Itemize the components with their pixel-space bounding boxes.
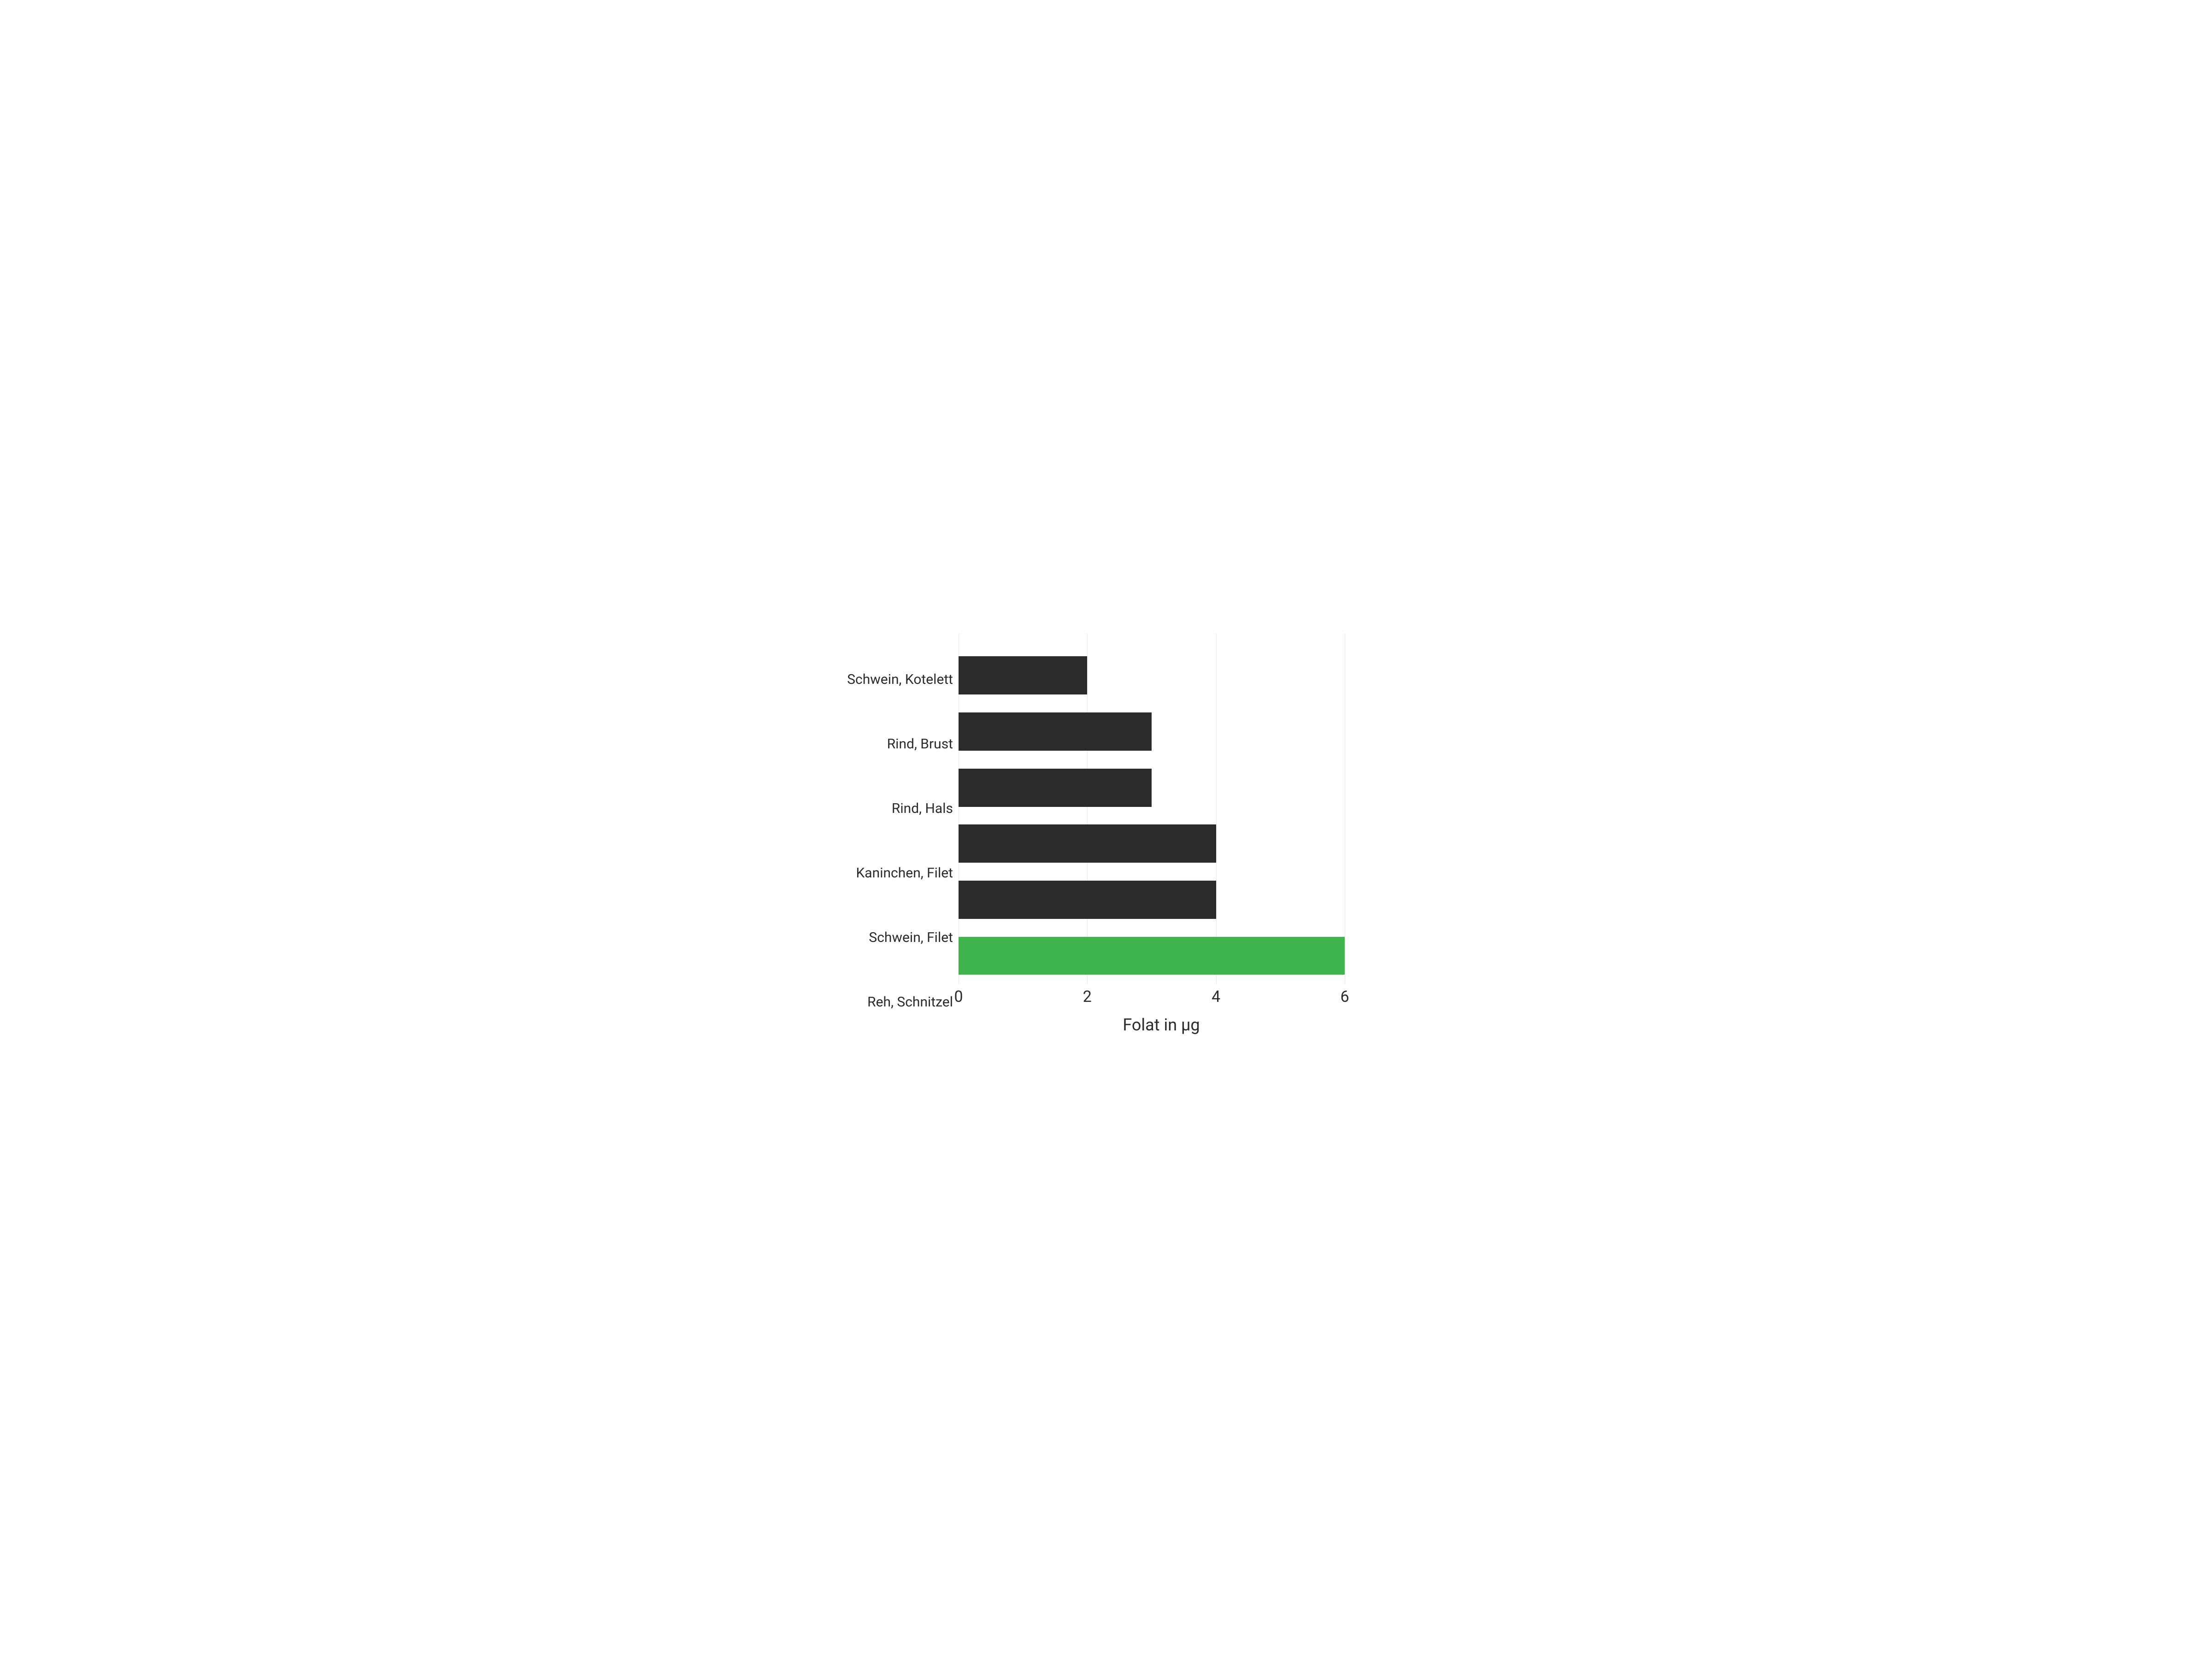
bar [959, 824, 1216, 863]
chart-inner: Schwein, Kotelett Rind, Brust Rind, Hals Ka… [830, 634, 1364, 1035]
x-tick-label: 0 [954, 988, 963, 1006]
y-axis-labels: Schwein, Kotelett Rind, Brust Rind, Hals Ka… [830, 634, 959, 1035]
x-tick-label: 2 [1083, 988, 1092, 1006]
bar-slot [959, 928, 1364, 984]
y-label-slot: Rind, Hals [830, 777, 953, 841]
bar-slot [959, 872, 1364, 928]
x-axis-title: Folat in µg [1123, 1015, 1200, 1035]
bar-slot [959, 816, 1364, 872]
y-label-slot: Rind, Brust [830, 712, 953, 777]
y-label-slot: Schwein, Kotelett [830, 647, 953, 712]
y-axis-label: Reh, Schnitzel [867, 994, 953, 1011]
bar [959, 712, 1152, 751]
y-label-slot: Kaninchen, Filet [830, 841, 953, 906]
x-tick-label: 6 [1341, 988, 1349, 1006]
plot-column: Folat in µg 0246 [959, 634, 1364, 1035]
y-label-slot: Schwein, Filet [830, 906, 953, 970]
folat-bar-chart: Schwein, Kotelett Rind, Brust Rind, Hals Ka… [820, 615, 1392, 1044]
y-axis-label: Schwein, Filet [869, 930, 953, 946]
y-axis-label: Rind, Hals [892, 800, 953, 817]
y-axis-label: Kaninchen, Filet [856, 865, 953, 882]
plot-area [959, 634, 1364, 984]
bar [959, 937, 1345, 975]
x-axis: Folat in µg 0246 [959, 984, 1364, 1035]
x-tick-label: 4 [1212, 988, 1220, 1006]
bar [959, 881, 1216, 919]
bar [959, 769, 1152, 807]
y-axis-label: Schwein, Kotelett [847, 671, 953, 688]
bars-container [959, 634, 1364, 984]
y-label-slot: Reh, Schnitzel [830, 970, 953, 1035]
bar-slot [959, 647, 1364, 704]
bar-slot [959, 704, 1364, 760]
bar [959, 656, 1087, 694]
y-axis-label: Rind, Brust [887, 736, 953, 753]
bar-slot [959, 759, 1364, 816]
